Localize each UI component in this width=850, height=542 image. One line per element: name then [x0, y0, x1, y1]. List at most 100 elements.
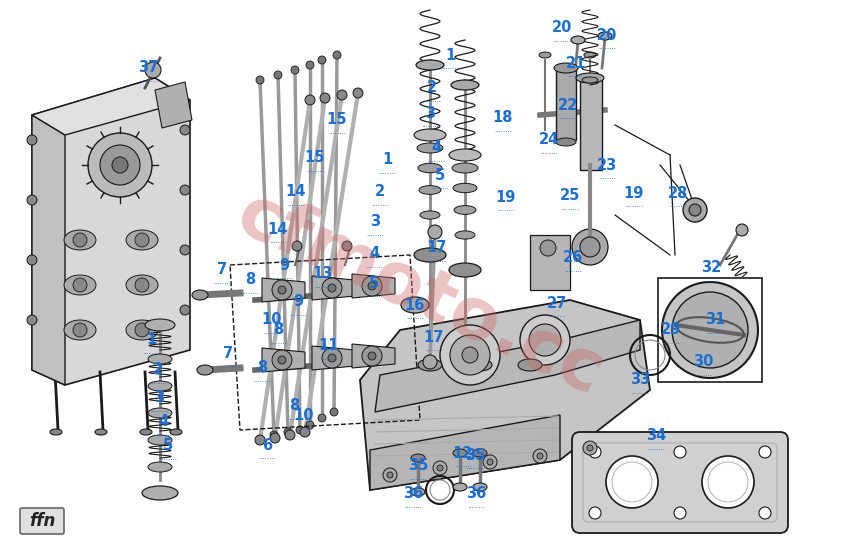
Ellipse shape	[401, 297, 429, 313]
Text: ........: ........	[561, 205, 579, 211]
Ellipse shape	[582, 77, 598, 83]
Circle shape	[291, 66, 299, 74]
Circle shape	[674, 446, 686, 458]
Ellipse shape	[449, 263, 481, 277]
Text: ........: ........	[295, 425, 313, 431]
Circle shape	[306, 421, 314, 429]
Ellipse shape	[449, 149, 481, 161]
Bar	[580, 75, 602, 170]
Text: 24: 24	[539, 132, 559, 147]
Circle shape	[520, 315, 570, 365]
Text: 4: 4	[158, 415, 168, 429]
Text: 3: 3	[154, 390, 164, 405]
Circle shape	[433, 461, 447, 475]
Text: ........: ........	[497, 206, 515, 212]
Text: 19: 19	[624, 185, 644, 201]
Ellipse shape	[50, 429, 62, 435]
Circle shape	[180, 185, 190, 195]
Polygon shape	[375, 320, 640, 412]
Circle shape	[337, 90, 347, 100]
Ellipse shape	[598, 32, 612, 40]
Circle shape	[450, 335, 490, 375]
Text: 34: 34	[646, 429, 666, 443]
Ellipse shape	[571, 36, 585, 44]
Ellipse shape	[170, 429, 182, 435]
Polygon shape	[352, 274, 395, 298]
Polygon shape	[262, 278, 305, 302]
Circle shape	[270, 433, 280, 443]
Text: 4: 4	[431, 140, 441, 156]
Text: 35: 35	[408, 459, 428, 474]
Circle shape	[537, 453, 543, 459]
Text: 22: 22	[558, 98, 578, 113]
Text: 2: 2	[153, 363, 163, 377]
Polygon shape	[360, 300, 650, 490]
Circle shape	[368, 352, 376, 360]
Ellipse shape	[148, 381, 172, 391]
Polygon shape	[312, 276, 355, 300]
Circle shape	[284, 428, 292, 436]
Circle shape	[285, 430, 295, 440]
Text: 23: 23	[597, 158, 617, 172]
Ellipse shape	[148, 354, 172, 364]
Circle shape	[135, 278, 149, 292]
Bar	[658, 278, 762, 382]
Text: 26: 26	[563, 250, 583, 266]
Text: 2: 2	[375, 184, 385, 199]
Ellipse shape	[518, 359, 542, 371]
Circle shape	[487, 459, 493, 465]
Circle shape	[736, 224, 748, 236]
Ellipse shape	[452, 163, 478, 173]
Ellipse shape	[64, 320, 96, 340]
Text: ........: ........	[706, 329, 724, 335]
Circle shape	[322, 278, 342, 298]
Text: ........: ........	[427, 157, 445, 163]
Text: ........: ........	[328, 129, 346, 135]
Polygon shape	[352, 344, 395, 368]
Text: 35: 35	[465, 448, 485, 462]
Ellipse shape	[418, 163, 442, 173]
Ellipse shape	[455, 231, 475, 239]
Polygon shape	[370, 415, 560, 490]
Circle shape	[589, 446, 601, 458]
Circle shape	[272, 350, 292, 370]
Polygon shape	[32, 78, 190, 135]
Circle shape	[278, 286, 286, 294]
Circle shape	[272, 280, 292, 300]
Polygon shape	[262, 348, 305, 372]
Circle shape	[587, 445, 593, 451]
Circle shape	[362, 346, 382, 366]
Text: ........: ........	[320, 355, 338, 361]
Circle shape	[423, 355, 437, 369]
Ellipse shape	[556, 138, 576, 146]
Ellipse shape	[554, 63, 578, 73]
Circle shape	[296, 426, 304, 434]
Text: ........: ........	[149, 379, 167, 385]
Circle shape	[368, 282, 376, 290]
Ellipse shape	[126, 275, 158, 295]
Text: ........: ........	[406, 314, 424, 320]
Text: ........: ........	[404, 503, 422, 509]
Text: 36: 36	[403, 487, 423, 501]
Circle shape	[462, 347, 478, 363]
Circle shape	[702, 456, 754, 508]
Text: 9: 9	[279, 257, 289, 273]
Ellipse shape	[576, 73, 604, 83]
Circle shape	[180, 305, 190, 315]
Text: ........: ........	[631, 389, 649, 395]
Text: ........: ........	[598, 44, 616, 50]
Circle shape	[278, 356, 286, 364]
Text: 29: 29	[660, 322, 681, 338]
Text: cfmoto.cc: cfmoto.cc	[226, 180, 615, 410]
Circle shape	[580, 237, 600, 257]
Circle shape	[100, 145, 140, 185]
Polygon shape	[312, 346, 355, 370]
Ellipse shape	[417, 143, 443, 153]
Circle shape	[606, 456, 658, 508]
Polygon shape	[32, 78, 190, 385]
Text: ........: ........	[553, 37, 571, 43]
Circle shape	[572, 229, 608, 265]
Text: 31: 31	[705, 313, 725, 327]
Circle shape	[27, 255, 37, 265]
Text: ........: ........	[142, 349, 160, 355]
